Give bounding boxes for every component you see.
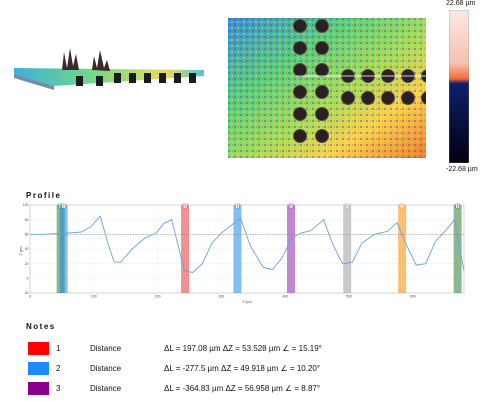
hole-mark bbox=[293, 107, 307, 121]
profile-marker-handle[interactable] bbox=[61, 203, 66, 209]
note-type: Distance bbox=[90, 384, 122, 393]
notes-section-title: Notes bbox=[26, 322, 56, 331]
hole-mark bbox=[315, 107, 329, 121]
note-row[interactable]: 1 Distance ΔL = 197.08 µm ΔZ = 53.528 µm… bbox=[26, 342, 466, 356]
x-axis-label: X µm bbox=[242, 299, 252, 304]
y-tick-label: 40 bbox=[25, 247, 29, 251]
profile-marker-label: 2 bbox=[63, 204, 65, 208]
color-scale-min-label: -22.68 µm bbox=[446, 166, 478, 173]
hole-mark bbox=[293, 129, 307, 143]
profile-marker-handle[interactable] bbox=[399, 203, 405, 209]
height-map-image bbox=[228, 18, 426, 158]
profile-marker-band[interactable] bbox=[287, 205, 296, 293]
x-tick-label: 600 bbox=[410, 295, 416, 299]
x-tick-label: 100 bbox=[91, 295, 97, 299]
profile-marker-band[interactable] bbox=[343, 205, 352, 293]
profile-chart: 12345678 -200204060801000100200300400500… bbox=[18, 203, 465, 304]
profile-section-title: Profile bbox=[26, 191, 62, 200]
note-color-swatch bbox=[28, 362, 49, 375]
profile-marker-label: 5 bbox=[290, 204, 292, 208]
profile-series-line bbox=[30, 215, 465, 273]
x-tick-label: 500 bbox=[346, 295, 352, 299]
note-type: Distance bbox=[90, 364, 122, 373]
note-number: 1 bbox=[56, 344, 61, 353]
hole-mark bbox=[421, 91, 426, 105]
y-tick-label: -20 bbox=[24, 291, 29, 295]
profile-marker-band[interactable] bbox=[59, 205, 68, 293]
hole-mark bbox=[401, 91, 415, 105]
surface-3d-view bbox=[14, 48, 204, 90]
color-scale-bar bbox=[449, 10, 469, 163]
x-tick-label: 300 bbox=[219, 295, 225, 299]
hole-mark bbox=[293, 63, 307, 77]
note-type: Distance bbox=[90, 344, 122, 353]
profile-marker-label: 8 bbox=[457, 204, 459, 208]
hole-mark bbox=[315, 129, 329, 143]
note-row[interactable]: 2 Distance ΔL = -277.5 µm ΔZ = 49.918 µm… bbox=[26, 362, 466, 376]
y-tick-label: 80 bbox=[25, 218, 29, 222]
hole-mark bbox=[293, 41, 307, 55]
profile-marker-handle[interactable] bbox=[455, 203, 460, 209]
hole-mark bbox=[315, 41, 329, 55]
hole-mark bbox=[293, 85, 307, 99]
note-number: 2 bbox=[56, 364, 61, 373]
note-measurement: ΔL = -364.83 µm ΔZ = 56.958 µm ∠ = 8.87° bbox=[164, 384, 321, 393]
note-number: 3 bbox=[56, 384, 61, 393]
hole-mark bbox=[293, 19, 307, 33]
profile-marker-band[interactable] bbox=[181, 205, 190, 293]
note-color-swatch bbox=[28, 342, 49, 355]
note-color-swatch bbox=[28, 382, 49, 395]
note-row[interactable]: 3 Distance ΔL = -364.83 µm ΔZ = 56.958 µ… bbox=[26, 382, 466, 396]
x-tick-label: 400 bbox=[282, 295, 288, 299]
profile-marker-band[interactable] bbox=[453, 205, 462, 293]
profile-marker-label: 6 bbox=[346, 204, 348, 208]
profile-marker-label: 4 bbox=[237, 204, 239, 208]
hole-mark bbox=[341, 91, 355, 105]
color-scale-max-label: 22.68 µm bbox=[446, 0, 476, 7]
y-tick-label: 0 bbox=[27, 277, 29, 281]
hole-mark bbox=[381, 91, 395, 105]
y-tick-label: 60 bbox=[25, 233, 29, 237]
profile-marker-band[interactable] bbox=[233, 205, 242, 293]
y-tick-label: 100 bbox=[23, 203, 29, 207]
y-axis-label: Z µm bbox=[18, 246, 23, 256]
x-tick-label: 0 bbox=[29, 295, 31, 299]
y-tick-label: 20 bbox=[25, 262, 29, 266]
profile-marker-handle[interactable] bbox=[235, 203, 240, 209]
profile-marker-band[interactable] bbox=[398, 205, 407, 293]
profile-marker-handle[interactable] bbox=[182, 203, 188, 209]
hole-mark bbox=[315, 19, 329, 33]
profile-marker-label: 7 bbox=[401, 204, 403, 208]
x-tick-label: 200 bbox=[155, 295, 161, 299]
note-measurement: ΔL = 197.08 µm ΔZ = 53.528 µm ∠ = 15.19° bbox=[164, 344, 322, 353]
note-measurement: ΔL = -277.5 µm ΔZ = 49.918 µm ∠ = 10.20° bbox=[164, 364, 321, 373]
profile-marker-handle[interactable] bbox=[288, 203, 294, 209]
profile-marker-label: 3 bbox=[184, 204, 186, 208]
hole-mark bbox=[361, 91, 375, 105]
profile-marker-handle[interactable] bbox=[344, 203, 350, 209]
hole-mark bbox=[315, 63, 329, 77]
hole-mark bbox=[315, 85, 329, 99]
